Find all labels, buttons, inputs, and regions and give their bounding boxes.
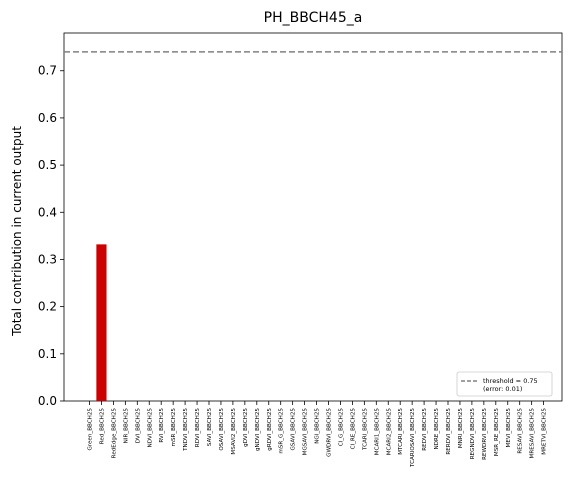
- x-tick-label: RedEdge_BBCH25: [111, 408, 117, 459]
- x-tick-label: RERDVI_BBCH25: [446, 408, 452, 455]
- y-tick-label: 0.4: [38, 205, 57, 219]
- y-tick-label: 0.7: [38, 64, 57, 78]
- x-tick-label: gNDVI_BBCH25: [255, 408, 261, 451]
- x-tick-label: TCARIOSAVI_BBCH25: [410, 408, 416, 468]
- x-tick-label: DVI_BBCH25: [135, 408, 141, 444]
- x-tick-label: NDRE_BBCH25: [434, 408, 440, 450]
- x-tick-label: Red_BBCH25: [99, 408, 105, 445]
- y-tick-label: 0.1: [38, 347, 57, 361]
- x-tick-label: MCARI2_BBCH25: [386, 408, 392, 456]
- x-tick-label: MRESAVI_BBCH25: [530, 408, 536, 459]
- x-tick-label: Green_BBCH25: [88, 408, 94, 451]
- x-tick-label: MCARI1_BBCH25: [374, 408, 380, 456]
- x-tick-label: SAVI_BBCH25: [207, 408, 213, 447]
- x-tick-label: CI_G_BBCH25: [338, 408, 344, 447]
- y-tick-label: 0.0: [38, 394, 57, 408]
- legend-frame: [456, 371, 553, 397]
- x-tick-label: GWDRVI_BBCH25: [327, 408, 333, 457]
- axes-frame: [63, 32, 563, 402]
- x-tick-label: OSAVI_BBCH25: [219, 408, 225, 451]
- x-tick-label: CI_RE_BBCH25: [350, 408, 356, 450]
- x-tick-label: RDVI_BBCH25: [195, 408, 201, 448]
- chart-title: PH_BBCH45_a: [264, 10, 363, 26]
- x-tick-label: REWDRVI_BBCH25: [482, 408, 488, 460]
- x-tick-label: NDVI_BBCH25: [147, 408, 153, 448]
- x-tick-label: MEVI_BBCH25: [506, 408, 512, 448]
- legend-entry-line2: (error: 0.01): [483, 385, 522, 393]
- legend: threshold = 0.75 (error: 0.01): [456, 371, 553, 397]
- x-tick-label: RESAVI_BBCH25: [518, 408, 524, 454]
- plot-area: 0.0 0.1 0.2 0.3 0.4 0.5 0.6 0.7 Green_BBCH25 Red_…: [38, 32, 563, 468]
- y-tick-label: 0.3: [38, 252, 57, 266]
- x-tick-label: MRETVI_BBCH25: [542, 408, 548, 455]
- y-tick-label: 0.2: [38, 300, 57, 314]
- x-tick-label: TCARI_BBCH25: [362, 408, 368, 451]
- legend-entry-line1: threshold = 0.75: [483, 377, 538, 385]
- x-tick-label: gRDVI_BBCH25: [267, 408, 273, 451]
- y-tick-label: 0.5: [38, 158, 57, 172]
- x-tick-label: NIR_BBCH25: [123, 408, 129, 444]
- x-tick-label: RVI_BBCH25: [159, 408, 165, 443]
- x-tick-label: NGI_BBCH25: [315, 408, 321, 444]
- x-tick-label: MSR_RE_BBCH25: [494, 408, 500, 457]
- x-tick-label: MTCARI_BBCH25: [398, 408, 404, 455]
- x-tick-label: gDVI_BBCH25: [243, 408, 249, 447]
- x-tick-label: MNRI_BBCH25: [458, 408, 464, 449]
- y-tick-label: 0.6: [38, 111, 57, 125]
- x-tick-label: MSAVI2_BBCH25: [231, 408, 237, 455]
- x-tick-label: mSR_G_BBCH25: [279, 408, 285, 454]
- x-tick-label: mSR_BBCH25: [171, 408, 177, 447]
- x-tick-label: MGSAVI_BBCH25: [303, 408, 309, 456]
- x-tick-label: REGNDVI_BBCH25: [470, 408, 476, 460]
- x-tick-label: TNDVI_BBCH25: [183, 408, 189, 452]
- bar: [96, 244, 107, 401]
- y-axis-label: Total contribution in current output: [10, 126, 24, 337]
- x-tick-label: GSAVI_BBCH25: [291, 408, 297, 451]
- x-tick-label: REDVI_BBCH25: [422, 408, 428, 451]
